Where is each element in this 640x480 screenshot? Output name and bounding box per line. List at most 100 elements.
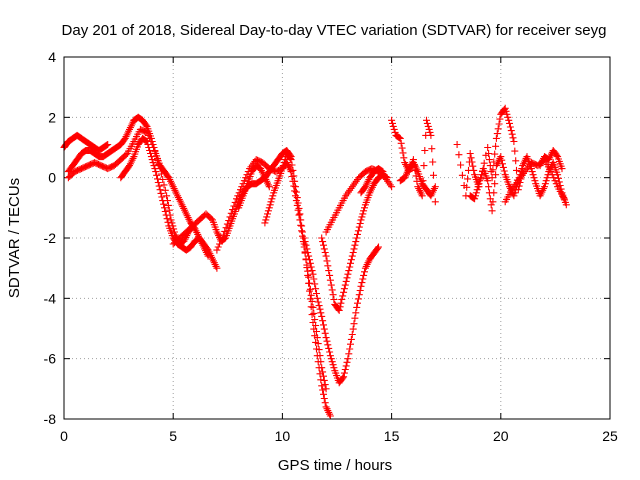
data-point: [150, 162, 158, 170]
data-point: [497, 153, 505, 161]
data-point: [551, 177, 559, 185]
data-point: [324, 262, 332, 270]
data-point: [168, 219, 176, 227]
data-point: [104, 141, 112, 148]
data-point: [321, 399, 329, 407]
data-point: [347, 259, 354, 267]
data-point: [548, 171, 556, 179]
data-point: [327, 355, 335, 363]
data-point: [269, 192, 277, 200]
data-point: [312, 285, 320, 293]
data-point: [336, 303, 344, 311]
data-point: [300, 234, 308, 242]
data-point: [389, 122, 397, 130]
data-point: [265, 183, 273, 191]
data-point: [505, 116, 513, 124]
data-point: [391, 128, 399, 136]
data-point: [324, 341, 332, 349]
data-point: [355, 223, 363, 231]
data-point: [490, 189, 498, 197]
data-point: [287, 156, 295, 164]
data-point: [337, 299, 345, 307]
data-point: [326, 352, 334, 360]
data-point: [360, 207, 368, 215]
data-point: [320, 241, 327, 249]
data-point: [318, 364, 326, 372]
data-point: [375, 243, 382, 251]
series-arc-16: [396, 159, 439, 200]
data-point: [142, 121, 150, 129]
data-point: [427, 131, 435, 139]
data-point: [396, 134, 404, 142]
data-point: [242, 174, 250, 182]
y-tick-label: 2: [48, 109, 56, 125]
data-point: [344, 270, 352, 278]
data-point: [379, 168, 387, 176]
data-point: [492, 142, 500, 150]
data-point: [513, 166, 520, 174]
data-point: [347, 256, 355, 264]
data-point: [354, 295, 362, 303]
data-point: [221, 227, 229, 235]
data-point: [541, 180, 549, 188]
data-point: [507, 127, 515, 135]
data-point: [354, 227, 362, 235]
data-point: [355, 291, 363, 299]
data-point: [313, 294, 321, 302]
data-point: [458, 171, 466, 179]
data-point: [288, 173, 296, 180]
data-point: [292, 197, 300, 205]
data-point: [485, 183, 493, 191]
series-arc-1: [60, 131, 112, 154]
data-point: [493, 130, 501, 138]
data-point: [491, 180, 499, 188]
data-point: [395, 133, 403, 141]
y-tick-label: -6: [44, 351, 57, 367]
data-point: [361, 268, 368, 276]
data-point: [231, 198, 239, 206]
data-point: [342, 277, 350, 285]
data-point: [349, 325, 357, 333]
data-point: [347, 335, 355, 343]
data-point: [351, 241, 359, 249]
data-point: [472, 189, 480, 197]
data-point: [562, 201, 570, 209]
data-point: [504, 113, 512, 121]
data-point: [306, 285, 314, 293]
data-point: [322, 252, 330, 260]
series-arc-20: [536, 147, 566, 173]
series-arc-11: [300, 234, 382, 387]
data-point: [204, 252, 212, 260]
data-point: [307, 291, 315, 299]
data-point: [290, 182, 298, 190]
data-point: [156, 186, 164, 194]
data-point: [359, 275, 367, 283]
data-point: [315, 302, 323, 310]
series-arc-8: [235, 162, 273, 212]
data-point: [374, 244, 382, 252]
data-point: [313, 328, 320, 335]
data-point: [153, 171, 161, 179]
data-point: [306, 279, 313, 287]
y-tick-label: 0: [48, 170, 56, 186]
data-point: [217, 237, 225, 245]
data-point: [349, 249, 357, 256]
data-point: [162, 211, 170, 219]
data-point: [161, 186, 169, 194]
data-point: [159, 176, 167, 183]
data-point: [476, 177, 484, 185]
data-point: [477, 174, 485, 182]
x-tick-label: 20: [493, 428, 509, 444]
data-point: [503, 110, 511, 118]
data-point: [309, 303, 317, 311]
data-point: [317, 376, 325, 384]
data-point: [329, 291, 337, 299]
data-point: [500, 167, 508, 175]
data-point: [261, 219, 269, 227]
data-point: [508, 130, 516, 138]
data-point: [328, 358, 336, 366]
data-point: [341, 366, 349, 373]
data-point: [148, 156, 156, 164]
data-point: [218, 234, 226, 242]
data-point: [529, 171, 537, 179]
